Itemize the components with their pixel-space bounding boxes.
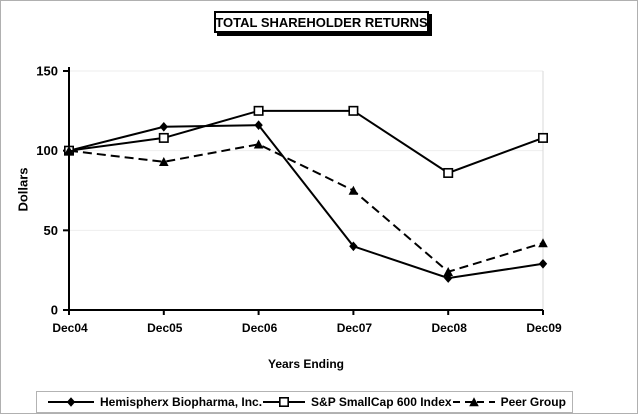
legend-label-sp-smallcap: S&P SmallCap 600 Index (311, 395, 452, 409)
series-2-marker-icon (443, 266, 453, 276)
series-2-marker-icon (348, 185, 359, 195)
y-tick-label: 100 (36, 143, 58, 158)
y-tick-label: 50 (44, 223, 58, 238)
x-tick-label: Dec04 (52, 321, 88, 335)
x-tick-label: Dec06 (242, 321, 278, 335)
series-line-2 (68, 143, 544, 273)
legend-item-hemispherx: Hemispherx Biopharma, Inc. (47, 395, 262, 409)
legend-item-peer-group: Peer Group (452, 395, 566, 409)
series-0-marker-icon (538, 258, 548, 269)
series-1-marker-icon (537, 132, 548, 143)
series-2-marker-icon (64, 145, 74, 155)
diamond-marker-icon (66, 397, 76, 407)
series-2-marker-icon (538, 238, 548, 248)
series-1-marker-icon (348, 105, 359, 116)
series-2-marker-icon (253, 139, 264, 149)
y-tick-label: 0 (51, 303, 58, 318)
chart-title: TOTAL SHAREHOLDER RETURNS (214, 11, 429, 33)
x-tick-label: Dec08 (432, 321, 468, 335)
open-square-marker-icon (279, 396, 290, 407)
series-line-0 (68, 124, 544, 280)
y-tick-label: 150 (36, 64, 58, 79)
x-axis-title: Years Ending (267, 357, 345, 371)
chart-legend: Hemispherx Biopharma, Inc. S&P SmallCap … (36, 391, 573, 413)
legend-label-peer-group: Peer Group (500, 395, 566, 409)
x-tick-label: Dec05 (147, 321, 183, 335)
legend-sample-solid-line-square-icon (263, 396, 306, 407)
series-2-marker-icon (159, 157, 169, 167)
legend-item-sp-smallcap: S&P SmallCap 600 Index (262, 395, 452, 409)
legend-label-hemispherx: Hemispherx Biopharma, Inc. (100, 395, 263, 409)
series-line-1 (68, 109, 544, 175)
legend-sample-solid-line-diamond-icon (48, 397, 94, 407)
series-1-marker-icon (443, 167, 454, 178)
y-axis-title: Dollars (15, 167, 31, 212)
series-0-marker-icon (159, 121, 168, 132)
series-1-marker-icon (253, 105, 264, 116)
line-chart-plot-area: 0 50 100 150 Dec04 Dec05 Dec06 Dec07 Dec08 Dec09 (36, 64, 562, 336)
x-tick-label: Dec07 (337, 321, 373, 335)
series-0-marker-icon (254, 120, 263, 130)
triangle-marker-icon (468, 397, 479, 407)
legend-sample-dashed-line-triangle-icon (452, 397, 495, 407)
series-1-marker-icon (158, 132, 169, 143)
x-tick-label: Dec09 (526, 321, 562, 335)
series-0-marker-icon (349, 241, 358, 252)
